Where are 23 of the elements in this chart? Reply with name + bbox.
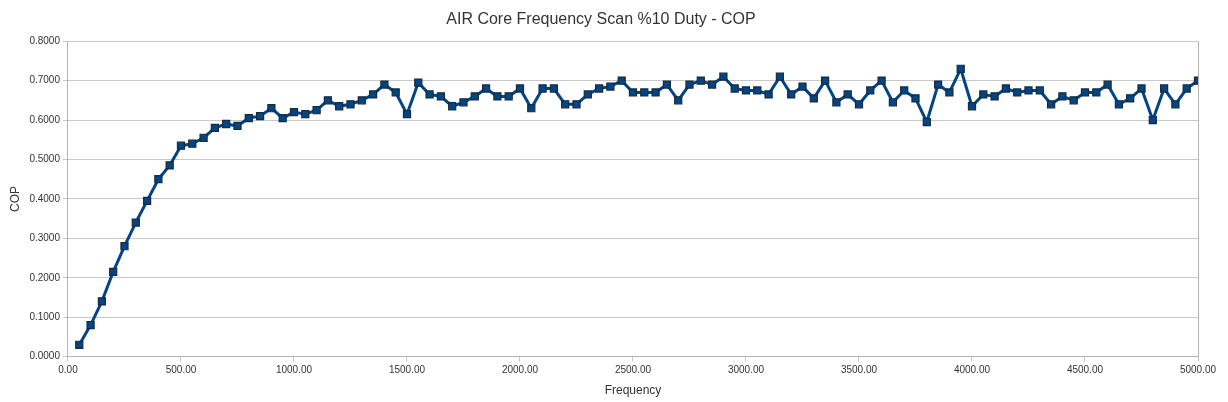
x-tick-label: 1500.00 — [388, 364, 426, 376]
chart-title: AIR Core Frequency Scan %10 Duty - COP — [446, 10, 756, 28]
y-tick-label: 0.2000 — [29, 271, 61, 283]
y-tick-label: 0.7000 — [29, 74, 61, 86]
x-tick-label: 0.00 — [58, 364, 79, 376]
x-tick-label: 4500.00 — [1066, 364, 1104, 376]
y-axis-title: COP — [7, 185, 22, 212]
x-tick-label: 3500.00 — [840, 364, 878, 376]
x-tick-label: 2000.00 — [501, 364, 539, 376]
y-tick-label: 0.6000 — [29, 113, 61, 125]
x-tick-label: 4000.00 — [953, 364, 991, 376]
x-axis-title: Frequency — [604, 383, 662, 398]
x-tick-label: 5000.00 — [1179, 364, 1217, 376]
y-tick-label: 0.1000 — [29, 310, 61, 322]
y-tick-label: 0.4000 — [29, 192, 61, 204]
y-tick-label: 0.5000 — [29, 153, 61, 165]
x-tick-label: 2500.00 — [614, 364, 652, 376]
y-tick-label: 0.0000 — [29, 350, 61, 362]
x-tick-label: 1000.00 — [275, 364, 313, 376]
x-tick-label: 3000.00 — [727, 364, 765, 376]
y-tick-label: 0.3000 — [29, 232, 61, 244]
x-tick-label: 500.00 — [165, 364, 197, 376]
y-tick-label: 0.8000 — [29, 34, 61, 46]
